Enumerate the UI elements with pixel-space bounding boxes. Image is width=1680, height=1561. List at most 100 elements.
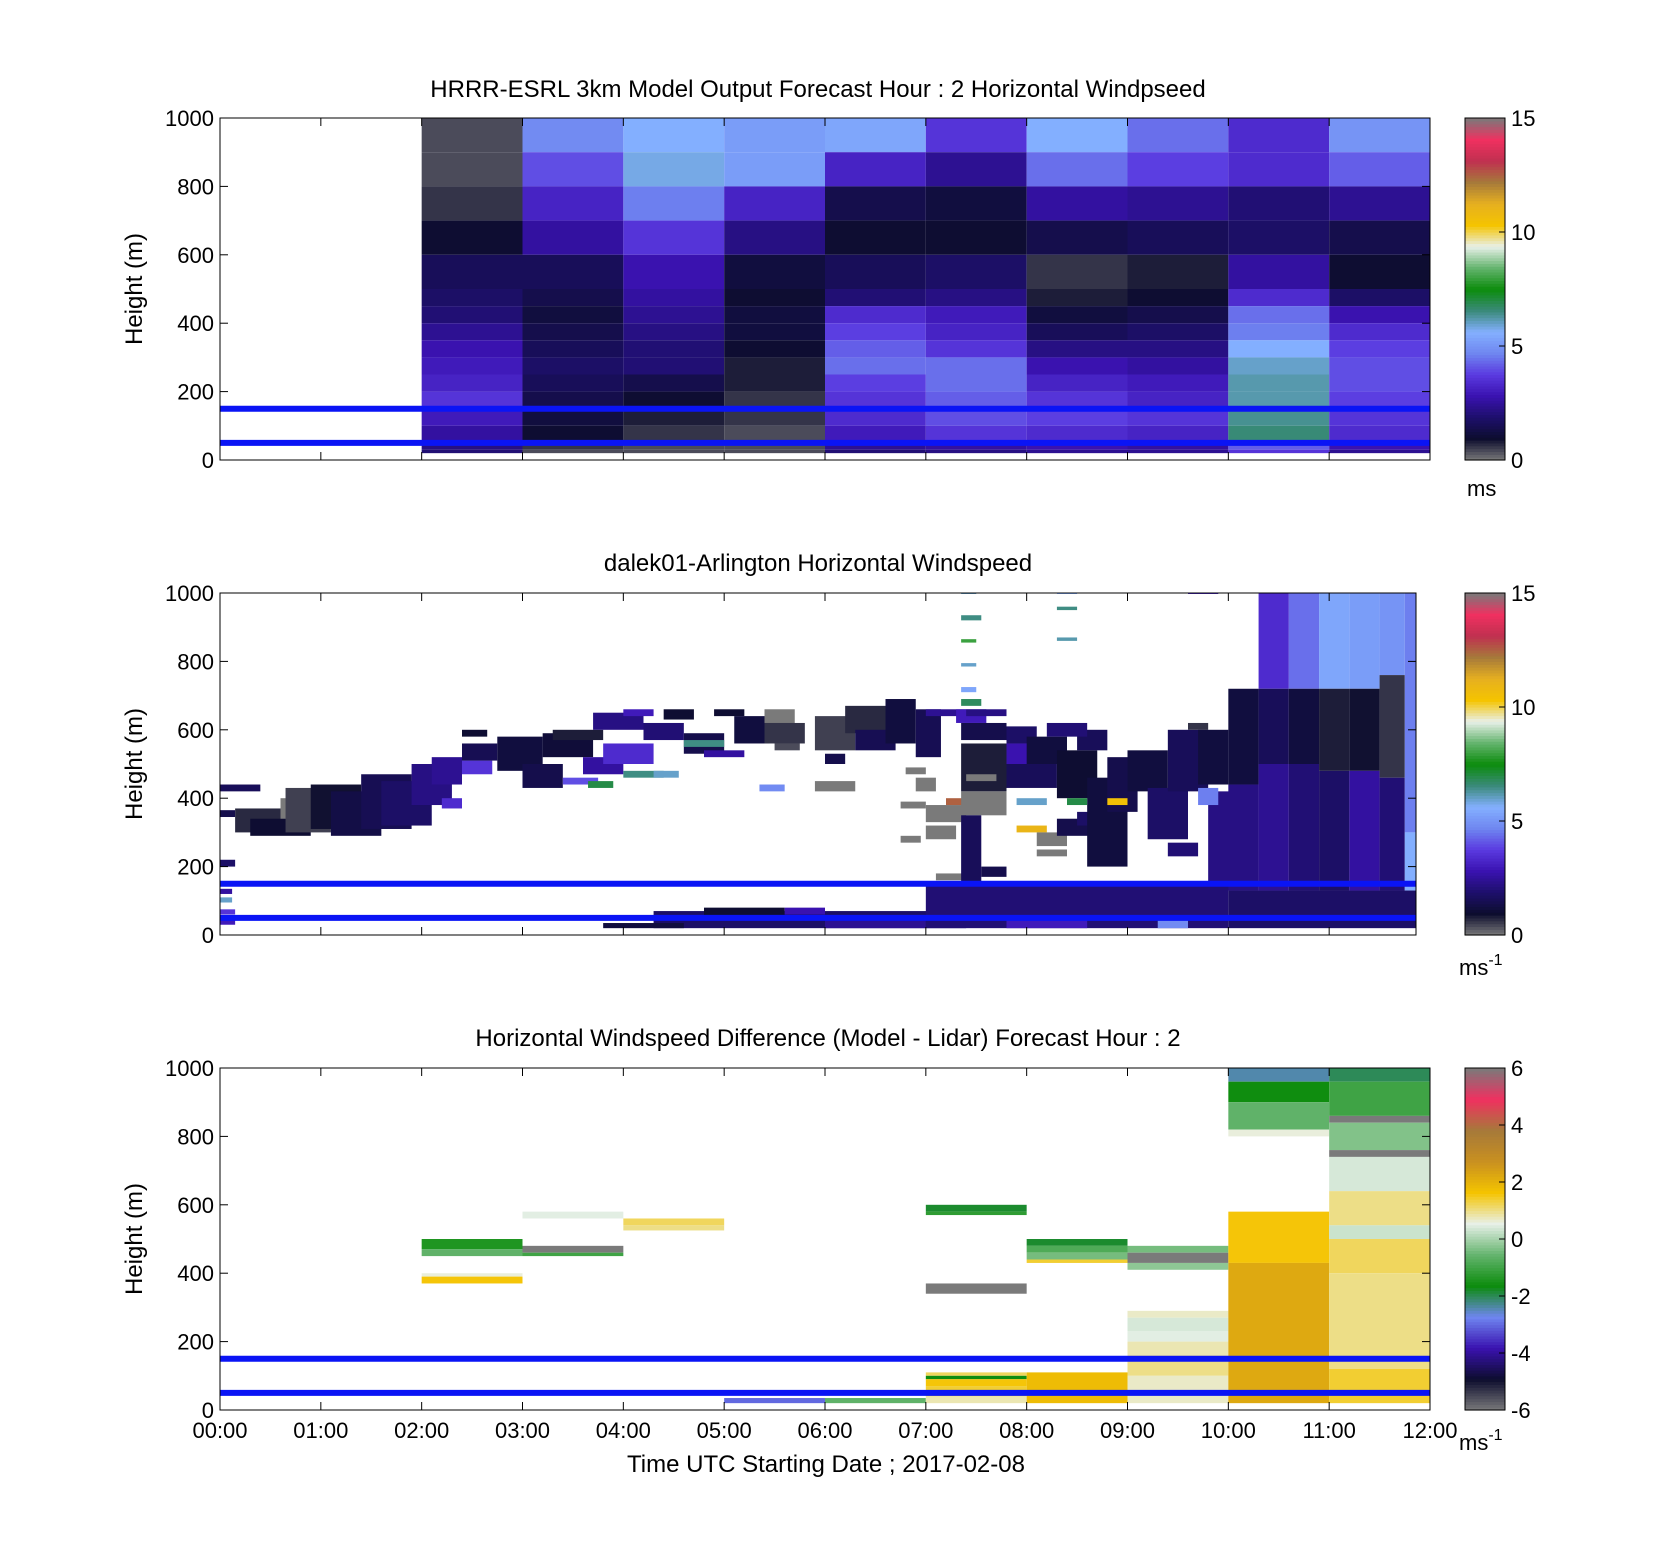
heat-cell [961,743,1007,792]
colorbar-segment [1465,689,1505,694]
colorbar-segment [1465,1287,1505,1291]
heat-cell [1329,357,1430,375]
colorbar-segment [1465,286,1505,290]
colorbar-segment [1465,1353,1505,1357]
heat-cell [825,254,926,289]
colorbar-segment [1465,1085,1505,1089]
heat-cell [1329,306,1430,324]
heat-cell [825,323,926,341]
colorbar-segment [1465,860,1505,865]
colorbar-tick-label: 15 [1511,106,1535,131]
colorbar-segment [1465,1327,1505,1331]
colorbar-segment [1465,915,1505,919]
colorbar-segment [1465,431,1505,435]
colorbar-segment [1465,764,1505,768]
colorbar-segment [1465,1261,1505,1266]
heat-cell [1329,1150,1430,1157]
colorbar-segment [1465,607,1505,611]
heat-cell [1228,340,1330,358]
colorbar-segment [1465,1290,1505,1294]
x-axis-ticks [219,118,1431,460]
colorbar-segment [1465,1156,1505,1160]
colorbar-segment [1465,766,1505,771]
colorbar-segment [1465,251,1505,256]
colorbar-segment [1465,809,1505,814]
heat-cell [1016,825,1047,833]
heat-cell [623,118,725,153]
heat-cell [925,1372,1027,1376]
colorbar-segment [1465,1264,1505,1269]
heat-cell [1026,357,1128,375]
heat-cell [1127,289,1229,307]
colorbar-segment [1465,397,1505,401]
colorbar-segment [1465,271,1505,276]
heat-cell [623,186,725,221]
heat-cell [946,798,967,806]
colorbar-segment [1465,1241,1505,1246]
heat-cell [825,753,846,764]
colorbar-segment [1465,1233,1505,1237]
colorbar-segment [1465,698,1505,702]
x-tick-label: 09:00 [1100,1418,1155,1443]
panel-title: HRRR-ESRL 3km Model Output Forecast Hour… [430,76,1205,103]
difference-panel: Horizontal Windspeed Difference (Model -… [121,1025,1531,1455]
colorbar-segment [1465,1213,1505,1217]
colorbar-segment [1465,1179,1505,1183]
y-tick-label: 600 [177,718,214,743]
colorbar-segment [1465,1315,1505,1320]
y-axis-ticks: 0 200 400 600 800 1000 [165,581,1416,948]
heat-cell [1127,374,1229,392]
heat-cell [1167,842,1199,857]
heat-cell [961,815,982,884]
colorbar-segment [1465,1256,1505,1260]
colorbar-segment [1465,323,1505,327]
heat-cell [925,1204,1027,1212]
colorbar-segment [1465,354,1505,358]
heat-cell [925,289,1027,307]
heat-cell [522,186,624,221]
heat-cell [1026,1239,1128,1246]
colorbar-segment [1465,1133,1505,1137]
colorbar-segment [1465,1267,1505,1271]
colorbar-segment [1465,348,1505,353]
colorbar-segment [1465,880,1505,885]
heatmap-cells [421,118,1430,454]
heat-cell [1379,593,1405,676]
heat-cell [421,442,523,450]
colorbar-segment [1465,137,1505,142]
colorbar-segment [1465,1401,1505,1405]
colorbar-segment [1465,672,1505,677]
heat-cell [925,709,967,717]
heat-cell [1026,289,1128,307]
colorbar-segment [1465,442,1505,447]
colorbar-segment [1465,192,1505,196]
y-tick-label: 200 [177,855,214,880]
colorbar-segment [1465,749,1505,754]
x-tick-label: 00:00 [192,1418,247,1443]
colorbar-segment [1465,1136,1505,1140]
colorbar-segment [1465,274,1505,279]
heat-cell [431,757,462,785]
colorbar-segment [1465,1102,1505,1106]
colorbar-segment [1465,1219,1505,1223]
heat-cell [915,777,936,792]
colorbar-segment [1465,681,1505,685]
colorbar-segment [1465,1184,1505,1189]
colorbar-unit: ms [1467,476,1496,501]
heat-cell [220,897,233,903]
colorbar-segment [1465,1364,1505,1368]
heat-cell [220,859,236,867]
colorbar-segment [1465,821,1505,825]
heat-cell [1329,289,1430,307]
heat-cell [825,1398,926,1404]
heat-cell [1026,425,1128,443]
colorbar-segment [1465,1370,1505,1374]
heat-cell [1228,186,1330,221]
heat-cell [522,1252,624,1257]
colorbar-segment [1465,641,1505,645]
colorbar-segment [1465,203,1505,207]
heat-cell [734,716,770,744]
heat-cell [925,1283,1027,1294]
colorbar-segment [1465,1375,1505,1380]
colorbar-segment [1465,601,1505,605]
